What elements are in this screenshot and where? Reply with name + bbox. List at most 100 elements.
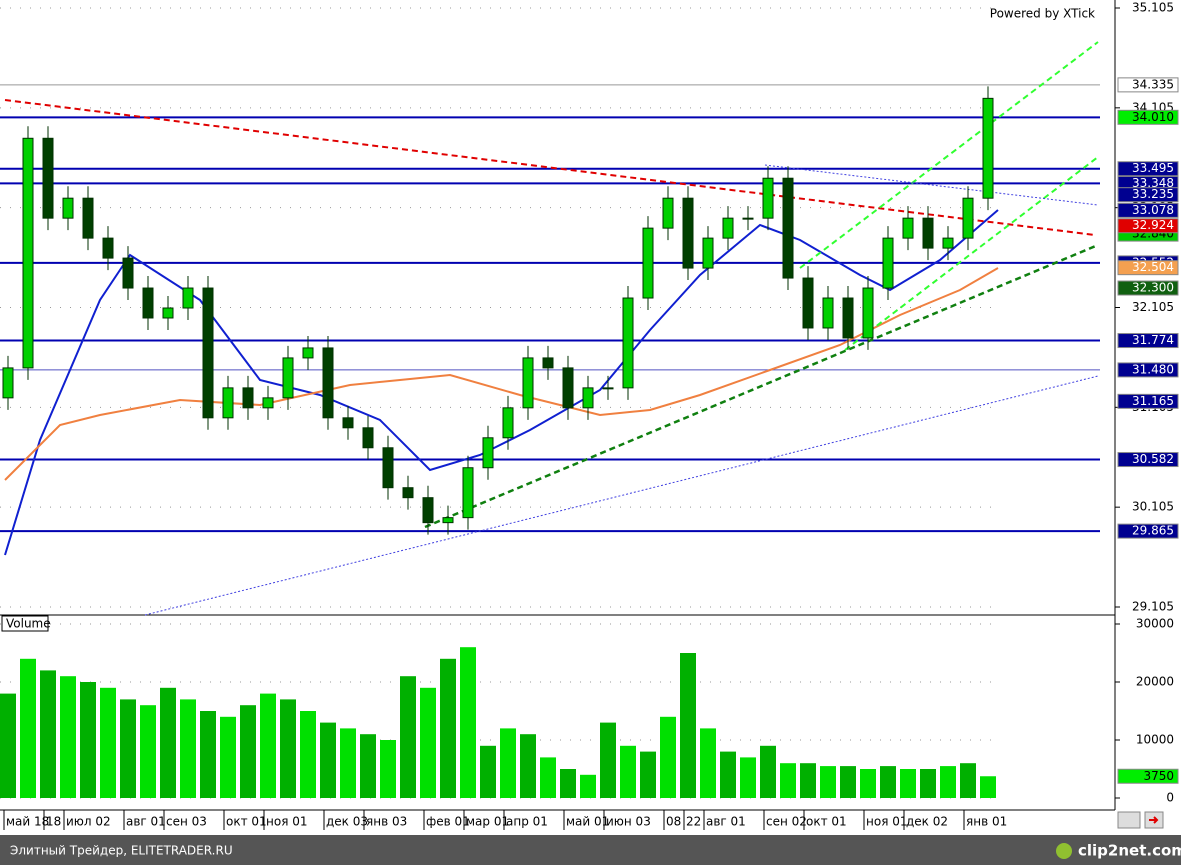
volume-bar — [280, 699, 296, 798]
candle-body — [902, 217, 914, 239]
volume-tick-label: 30000 — [1136, 617, 1174, 631]
x-tick-label: апр 01 — [506, 815, 548, 829]
volume-bar — [820, 766, 836, 798]
volume-bar — [880, 766, 896, 798]
volume-bar — [320, 722, 336, 798]
x-tick-label: фев 01 — [426, 815, 470, 829]
candle-body — [642, 227, 654, 299]
volume-bar — [120, 699, 136, 798]
candle-body — [422, 497, 434, 524]
volume-bar — [40, 670, 56, 798]
candle-body — [962, 197, 974, 239]
candle-body — [122, 257, 134, 289]
volume-tick-label: 0 — [1166, 791, 1174, 805]
volume-bar — [560, 769, 576, 798]
trend-line-red — [4, 99, 1096, 236]
candle-body — [822, 297, 834, 329]
level-box — [1117, 218, 1179, 234]
candle-body — [282, 357, 294, 399]
level-label: 34.010 — [1132, 110, 1174, 124]
candle-body — [62, 197, 74, 219]
level-box — [1117, 260, 1179, 276]
candle-body — [502, 407, 514, 439]
level-label: 33.495 — [1132, 161, 1174, 175]
candle-body — [242, 387, 254, 409]
candle-body — [22, 137, 34, 369]
candle-body — [582, 387, 594, 409]
candle-body — [482, 437, 494, 469]
volume-bar — [940, 766, 956, 798]
candle-body — [882, 237, 894, 289]
footer-bar — [0, 835, 1181, 865]
candle-body — [322, 347, 334, 419]
candle-body — [762, 177, 774, 219]
candle-body — [802, 277, 814, 329]
volume-bar — [260, 693, 276, 798]
watermark: Powered by XTick — [990, 7, 1095, 21]
candle-body — [442, 517, 454, 524]
level-box — [1117, 202, 1179, 218]
candle-body — [562, 367, 574, 409]
candle-body — [982, 97, 994, 199]
volume-bar — [720, 751, 736, 798]
level-label: 31.480 — [1132, 362, 1174, 376]
volume-bar — [740, 757, 756, 798]
volume-bar — [900, 769, 916, 798]
volume-bar — [920, 769, 936, 798]
level-label: 32.924 — [1132, 218, 1174, 232]
level-box — [1117, 362, 1179, 378]
level-box — [1117, 161, 1179, 177]
candle-body — [782, 177, 794, 279]
volume-bar — [420, 687, 436, 798]
x-tick-label: 22 — [686, 815, 701, 829]
volume-bar — [200, 711, 216, 798]
volume-bar — [680, 653, 696, 798]
x-tick-label: 18 — [46, 815, 61, 829]
x-tick-label: авг 01 — [706, 815, 746, 829]
candle-body — [542, 357, 554, 369]
volume-bar — [180, 699, 196, 798]
volume-bar — [300, 711, 316, 798]
candle-body — [302, 347, 314, 359]
footer-left: Элитный Трейдер, ELITETRADER.RU — [10, 844, 233, 858]
volume-bar — [360, 734, 376, 798]
x-tick-label: ноя 01 — [866, 815, 908, 829]
candle-body — [182, 287, 194, 309]
candle-body — [222, 387, 234, 419]
candle-body — [162, 307, 174, 319]
volume-bar — [160, 687, 176, 798]
candle-body — [662, 197, 674, 229]
volume-bar — [600, 722, 616, 798]
candle-body — [862, 287, 874, 339]
level-box — [1117, 187, 1179, 203]
candle-body — [342, 417, 354, 429]
x-tick-label: сен 03 — [166, 815, 207, 829]
volume-bar — [840, 766, 856, 798]
candle-body — [42, 137, 54, 219]
volume-bar — [640, 751, 656, 798]
volume-tick-label: 20000 — [1136, 675, 1174, 689]
volume-label-box — [1, 615, 49, 632]
volume-bar — [500, 728, 516, 798]
level-label: 34.335 — [1132, 77, 1174, 91]
volume-bar — [460, 647, 476, 798]
button[interactable] — [1117, 811, 1141, 829]
level-label: 33.348 — [1132, 176, 1174, 190]
level-box — [1117, 280, 1179, 296]
candle-body — [142, 287, 154, 319]
candle-body — [682, 197, 694, 269]
x-tick-label: июл 02 — [66, 815, 111, 829]
candle-body — [462, 467, 474, 519]
x-tick-label: июн 03 — [606, 815, 651, 829]
level-box — [1117, 333, 1179, 349]
candle-body — [82, 197, 94, 239]
volume-bar — [240, 705, 256, 798]
icon — [1149, 816, 1159, 824]
x-tick-label: 08 — [666, 815, 681, 829]
volume-bar — [400, 676, 416, 798]
candle-body — [382, 447, 394, 489]
volume-bar — [980, 776, 996, 798]
volume-bar — [540, 757, 556, 798]
volume-bar — [100, 687, 116, 798]
